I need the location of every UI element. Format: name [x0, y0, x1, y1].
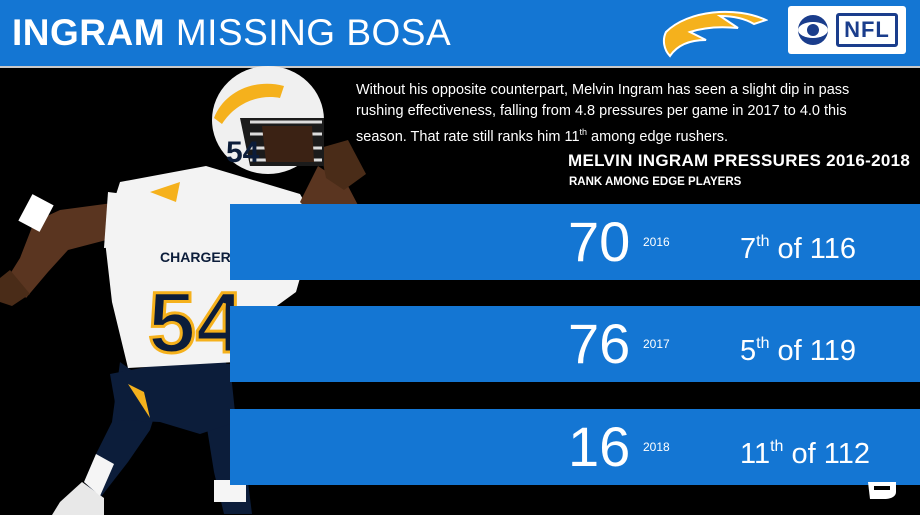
cbs-nfl-logo: NFL: [788, 6, 906, 54]
season-year: 2017: [643, 337, 670, 351]
header-bar: INGRAM MISSING BOSA NFL: [0, 0, 920, 66]
table-title: MELVIN INGRAM PRESSURES 2016-2018: [568, 151, 911, 170]
jersey-wordmark: CHARGERS: [160, 249, 240, 265]
rank-suffix: th: [756, 335, 770, 352]
chargers-bolt-logo: [662, 10, 768, 58]
rank-number: 7: [740, 233, 757, 265]
season-year: 2018: [643, 440, 670, 454]
edge-rank: 7th of 116: [740, 224, 856, 267]
rank-suffix: th: [756, 233, 770, 250]
rank-suffix: th: [770, 438, 784, 455]
cbs-eye-icon: [798, 15, 828, 45]
rank-number: 11: [740, 438, 771, 470]
nfl-wordmark: NFL: [836, 13, 898, 47]
rank-total: of 116: [769, 233, 857, 265]
helmet-number: 54: [226, 136, 260, 169]
blurb-ordinal: th: [579, 127, 588, 137]
rank-total: of 119: [769, 335, 857, 367]
summary-blurb: Without his opposite counterpart, Melvin…: [356, 80, 896, 148]
season-year: 2016: [643, 235, 670, 249]
edge-rank: 5th of 119: [740, 326, 856, 369]
pressures-value: 76: [568, 312, 631, 375]
watermark-icon: [868, 482, 896, 499]
stat-row: 16 2018 11th of 112: [230, 409, 920, 485]
title-bold: INGRAM: [12, 12, 166, 53]
table-subtitle: RANK AMONG EDGE PLAYERS: [569, 176, 742, 188]
jersey-number: 54: [148, 275, 244, 371]
page-title: INGRAM MISSING BOSA: [12, 8, 451, 58]
pressures-value: 70: [568, 210, 631, 273]
pressures-value: 16: [568, 415, 631, 478]
title-light: MISSING BOSA: [175, 12, 452, 53]
rank-total: of 112: [783, 438, 871, 470]
header-divider: [0, 66, 920, 68]
stat-row: 76 2017 5th of 119: [230, 306, 920, 382]
rank-number: 5: [740, 335, 757, 367]
blurb-text: Without his opposite counterpart, Melvin…: [356, 82, 850, 145]
edge-rank: 11th of 112: [740, 429, 870, 472]
blurb-text-end: among edge rushers.: [587, 128, 729, 145]
stat-row: 70 2016 7th of 116: [230, 204, 920, 280]
